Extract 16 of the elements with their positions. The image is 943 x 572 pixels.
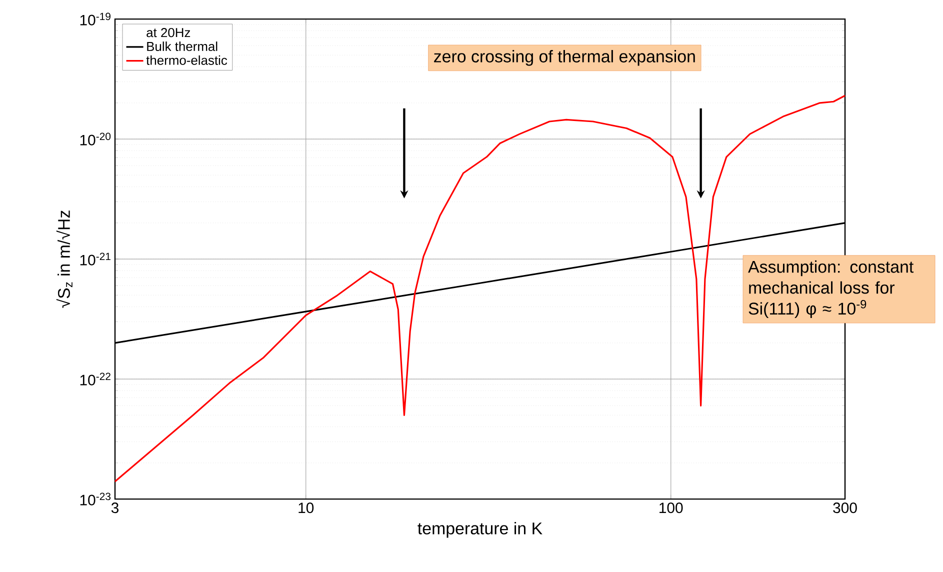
y-axis-title: √S$_{z}$ in m/√Hz bbox=[56, 210, 72, 308]
annotation: zero crossing of thermal expansion bbox=[434, 50, 695, 66]
x-tick-label: 100 bbox=[660, 502, 683, 514]
x-tick-label: 10 bbox=[298, 502, 314, 514]
y-tick-label: 10$^{-23}$ bbox=[80, 492, 111, 506]
legend-label: thermo-elastic bbox=[146, 55, 228, 65]
x-axis-title: temperature in K bbox=[418, 522, 542, 538]
legend-title: at 20Hz bbox=[146, 28, 190, 38]
y-tick-label: 10$^{-19}$ bbox=[80, 12, 110, 26]
x-tick-label: 3 bbox=[111, 502, 118, 514]
y-tick-label: 10$^{-21}$ bbox=[80, 252, 110, 266]
annotation: Assumption: constant mechanical loss for Si(111) φ ≈ 10$^{-9}$ bbox=[748, 260, 914, 318]
x-tick-label: 300 bbox=[833, 502, 857, 514]
legend-label: Bulk thermal bbox=[147, 42, 218, 52]
y-tick-label: 10$^{-20}$ bbox=[80, 132, 111, 146]
y-tick-label: 10$^{-22}$ bbox=[80, 372, 110, 386]
